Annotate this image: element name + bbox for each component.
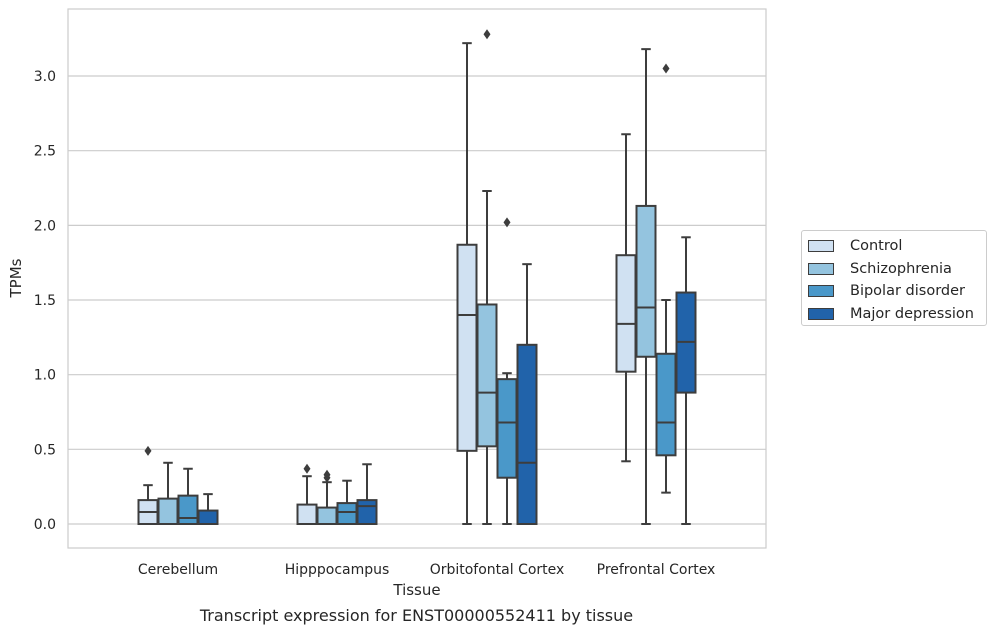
box-0-3 xyxy=(615,133,637,463)
box-1-1 xyxy=(316,469,338,525)
outlier-point xyxy=(483,29,491,40)
x-tick-label: Cerebellum xyxy=(138,562,218,578)
box-1-3 xyxy=(635,48,657,525)
iqr-box xyxy=(655,352,677,457)
outlier-point xyxy=(323,469,331,480)
box-2-2 xyxy=(496,217,518,525)
x-tick-label: Hipppocampus xyxy=(285,562,390,578)
legend-item: Control xyxy=(808,235,986,258)
legend-label: Bipolar disorder xyxy=(850,283,965,300)
legend-item: Bipolar disorder xyxy=(808,280,986,303)
legend-label: Schizophrenia xyxy=(850,260,952,277)
y-tick-label: 1.0 xyxy=(34,368,56,384)
boxes xyxy=(137,29,697,526)
outlier-point xyxy=(503,217,511,228)
y-tick-label: 3.0 xyxy=(34,69,56,85)
outlier-point xyxy=(144,445,152,456)
y-tick-label: 2.5 xyxy=(34,144,56,160)
iqr-box xyxy=(177,494,199,525)
plot-frame xyxy=(67,8,767,549)
iqr-box xyxy=(635,204,657,358)
box-3-3 xyxy=(675,236,697,525)
legend-swatch xyxy=(808,285,834,298)
box-1-0 xyxy=(157,461,179,525)
x-tick-label: Prefrontal Cortex xyxy=(597,562,716,578)
iqr-box xyxy=(197,509,219,526)
box-0-0 xyxy=(137,445,159,526)
outlier-point xyxy=(662,63,670,74)
iqr-box xyxy=(157,497,179,525)
box-0-2 xyxy=(456,42,478,525)
y-tick-label: 2.0 xyxy=(34,218,56,234)
legend-swatch xyxy=(808,307,834,320)
y-tick-label: 0.5 xyxy=(34,442,56,458)
y-tick-label: 0.0 xyxy=(34,517,56,533)
legend-label: Control xyxy=(850,238,903,255)
iqr-box xyxy=(316,506,338,525)
legend-swatch xyxy=(808,240,834,253)
grid-lines xyxy=(68,75,766,525)
iqr-box xyxy=(456,243,478,452)
legend: Control Schizophrenia Bipolar disorder Majo… xyxy=(801,230,987,326)
iqr-box xyxy=(336,502,358,526)
iqr-box xyxy=(615,254,637,373)
y-axis-label: TPMs xyxy=(7,258,25,298)
legend-item: Schizophrenia xyxy=(808,258,986,281)
x-tick-labels: Cerebellum Hipppocampus Orbitofontal Corte… xyxy=(138,562,715,578)
box-2-0 xyxy=(177,467,199,525)
x-axis-label: Tissue xyxy=(392,581,440,599)
y-tick-label: 1.5 xyxy=(34,293,56,309)
chart-caption: Transcript expression for ENST0000055241… xyxy=(199,606,634,625)
box-3-0 xyxy=(197,493,219,526)
iqr-box xyxy=(476,303,498,448)
box-2-3 xyxy=(655,63,677,494)
y-tick-labels: 0.0 0.5 1.0 1.5 2.0 2.5 3.0 xyxy=(34,69,56,533)
iqr-box xyxy=(296,503,318,525)
box-1-2 xyxy=(476,29,498,525)
box-3-1 xyxy=(356,463,378,526)
legend-label: Major depression xyxy=(850,305,974,322)
box-0-1 xyxy=(296,463,318,525)
box-3-2 xyxy=(516,263,538,525)
legend-item: Major depression xyxy=(808,303,986,326)
legend-swatch xyxy=(808,262,834,275)
iqr-box xyxy=(496,378,518,479)
x-tick-label: Orbitofontal Cortex xyxy=(430,562,565,578)
outlier-point xyxy=(303,463,311,474)
iqr-box xyxy=(356,499,378,526)
iqr-box xyxy=(516,343,538,525)
box-2-1 xyxy=(336,479,358,526)
